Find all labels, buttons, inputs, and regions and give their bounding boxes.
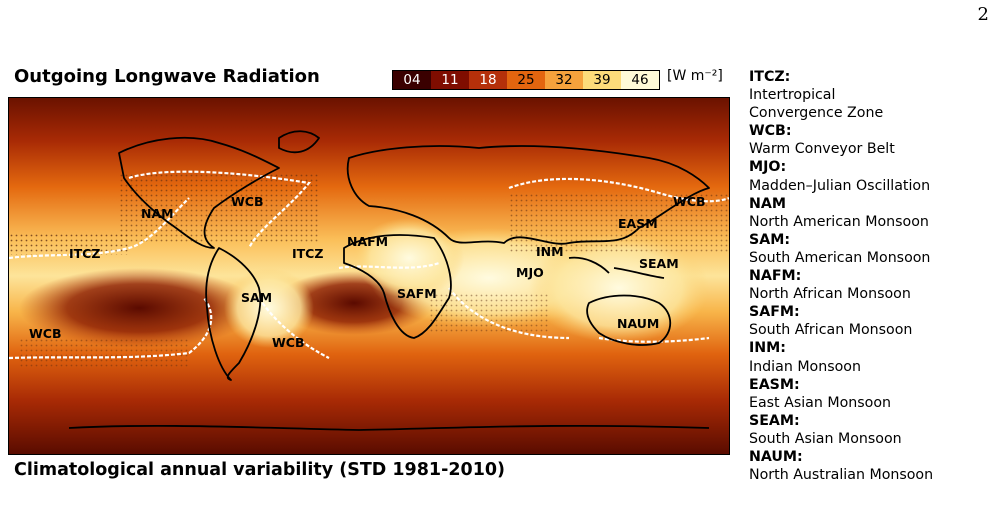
region-label-wcb: WCB xyxy=(29,326,62,341)
colorbar-tick: 39 xyxy=(583,71,621,89)
region-label-easm: EASM xyxy=(618,216,658,231)
olr-variability-map: NAM WCB ITCZ ITCZ NAFM SAM SAFM WCB WCB … xyxy=(9,98,729,454)
legend-abbr: SAFM: xyxy=(749,304,800,321)
page-number: 2 xyxy=(977,4,989,25)
region-label-wcb: WCB xyxy=(231,194,264,209)
region-label-inm: INM xyxy=(536,244,564,259)
colorbar: 04 11 18 25 32 39 46 xyxy=(392,70,660,90)
region-label-mjo: MJO xyxy=(516,265,544,280)
world-map: NAM WCB ITCZ ITCZ NAFM SAM SAFM WCB WCB … xyxy=(8,97,730,455)
region-label-safm: SAFM xyxy=(397,286,437,301)
legend-abbr: SEAM: xyxy=(749,412,800,429)
region-label-wcb: WCB xyxy=(272,335,305,350)
legend-abbr: NAM xyxy=(749,195,786,212)
colorbar-tick: 18 xyxy=(469,71,507,89)
abbreviation-legend: ITCZ: Intertropical Convergence Zone WCB… xyxy=(749,68,993,484)
legend-desc: Warm Conveyor Belt xyxy=(749,141,895,158)
colorbar-tick: 46 xyxy=(621,71,659,89)
legend-desc: Intertropical xyxy=(749,87,836,104)
legend-abbr: ITCZ: xyxy=(749,69,791,85)
legend-desc: Indian Monsoon xyxy=(749,358,861,375)
map-title: Outgoing Longwave Radiation xyxy=(14,66,320,87)
region-label-naum: NAUM xyxy=(617,316,659,331)
colorbar-tick: 04 xyxy=(393,71,431,89)
legend-desc: South American Monsoon xyxy=(749,249,931,266)
legend-desc: Convergence Zone xyxy=(749,105,884,122)
legend-abbr: SAM: xyxy=(749,231,790,248)
region-label-itcz: ITCZ xyxy=(292,246,323,261)
legend-desc: North American Monsoon xyxy=(749,213,929,230)
colorbar-unit: [W m⁻²] xyxy=(667,68,723,84)
colorbar-tick: 32 xyxy=(545,71,583,89)
legend-desc: South Asian Monsoon xyxy=(749,430,902,447)
legend-desc: North African Monsoon xyxy=(749,286,911,303)
colorbar-tick: 11 xyxy=(431,71,469,89)
legend-desc: East Asian Monsoon xyxy=(749,394,892,411)
region-label-wcb: WCB xyxy=(673,194,706,209)
legend-abbr: MJO: xyxy=(749,159,787,176)
region-label-seam: SEAM xyxy=(639,256,679,271)
legend-abbr: EASM: xyxy=(749,376,800,393)
legend-desc: Madden–Julian Oscillation xyxy=(749,177,931,194)
map-caption: Climatological annual variability (STD 1… xyxy=(14,460,506,480)
legend-desc: South African Monsoon xyxy=(749,322,913,339)
region-label-nafm: NAFM xyxy=(347,234,388,249)
region-label-nam: NAM xyxy=(141,206,174,221)
legend-abbr: NAFM: xyxy=(749,268,802,285)
legend-desc: North Australian Monsoon xyxy=(749,467,934,484)
legend-abbr: NAUM: xyxy=(749,448,803,465)
colorbar-tick: 25 xyxy=(507,71,545,89)
legend-abbr: WCB: xyxy=(749,123,792,140)
legend-abbr: INM: xyxy=(749,340,786,357)
region-label-itcz: ITCZ xyxy=(69,246,100,261)
region-label-sam: SAM xyxy=(241,290,272,305)
